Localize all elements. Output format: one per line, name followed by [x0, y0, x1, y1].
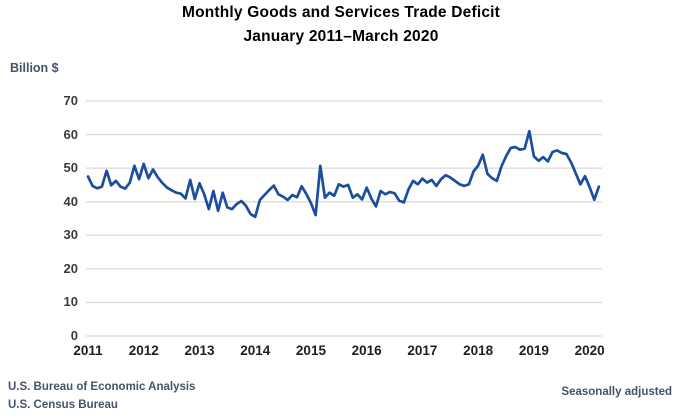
seasonally-adjusted-note: Seasonally adjusted	[561, 386, 672, 398]
source-line-bea: U.S. Bureau of Economic Analysis	[8, 381, 196, 393]
y-tick-label: 0	[70, 328, 78, 343]
trade-deficit-line	[86, 129, 601, 219]
y-tick-label: 10	[63, 294, 78, 310]
x-tick-label: 2013	[184, 343, 215, 358]
x-tick-label: 2014	[240, 343, 271, 358]
y-tick-label: 50	[63, 160, 78, 176]
source-line-census: U.S. Census Bureau	[8, 399, 118, 411]
x-tick-label: 2011	[73, 343, 103, 358]
y-tick-label: 40	[63, 193, 78, 209]
y-tick-label: 30	[63, 227, 78, 243]
x-tick-label: 2017	[407, 343, 438, 358]
y-axis-unit-label: Billion $	[10, 61, 59, 75]
x-tick-label: 2019	[518, 343, 549, 358]
chart-title-line2: January 2011–March 2020	[243, 28, 439, 45]
y-tick-label: 70	[63, 93, 78, 108]
x-tick-label: 2020	[574, 343, 605, 358]
chart-title-line1: Monthly Goods and Services Trade Deficit	[181, 4, 501, 21]
x-tick-label: 2018	[463, 343, 494, 358]
y-tick-label: 20	[63, 260, 78, 276]
y-tick-label: 60	[63, 126, 78, 142]
x-tick-label: 2012	[128, 343, 159, 358]
x-tick-label: 2015	[295, 343, 326, 358]
x-tick-label: 2016	[351, 343, 382, 358]
